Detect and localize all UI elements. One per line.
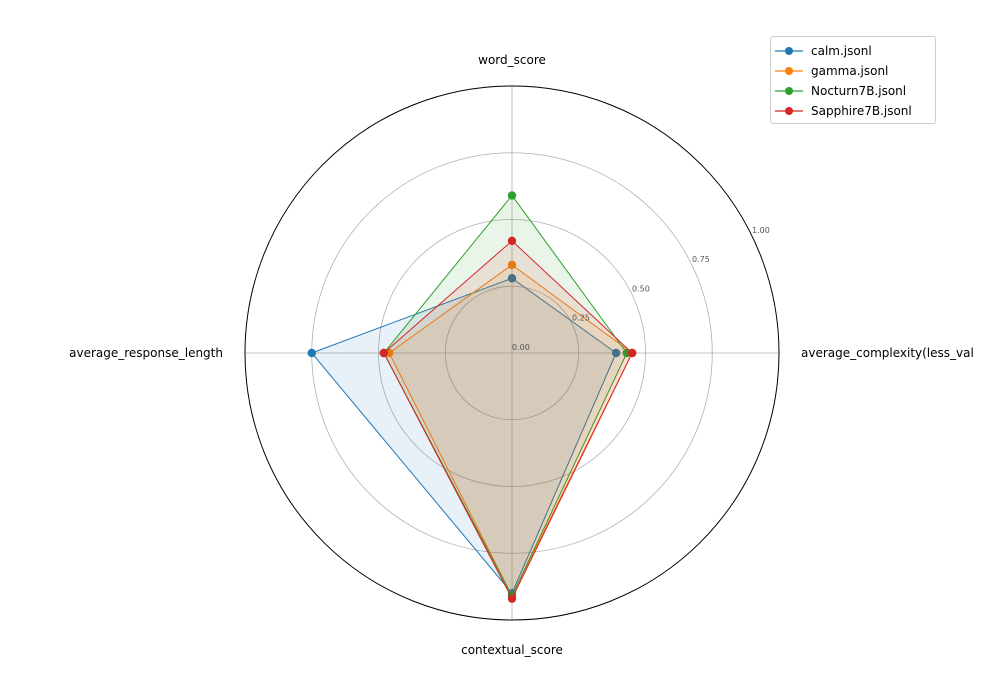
radial-tick-labels: 0.00 0.25 0.50 0.75 1.00 [512,226,770,352]
series-point-1-0 [507,260,517,270]
series-fill-2 [383,195,627,596]
series-point-3-2 [507,594,517,603]
series-fill-0 [311,278,617,594]
radial-tick-label: 1.00 [752,226,770,235]
radial-tick-label: 0.75 [692,255,710,264]
series-fill-1 [389,264,633,596]
radar-grid [244,85,780,621]
legend-label: calm.jsonl [811,44,872,58]
legend-item: Sapphire7B.jsonl [771,101,935,121]
outer-frame [244,85,780,621]
series-point-3-1 [627,348,637,358]
radial-tick-label: 0.50 [632,284,650,293]
radar-series [307,191,637,603]
legend-item: calm.jsonl [771,41,935,61]
legend-swatch-marker [785,67,793,75]
legend: calm.jsonl gamma.jsonl Nocturn7B.jsonl Sapp… [770,36,936,124]
legend-item: Nocturn7B.jsonl [771,81,935,101]
axis-label-2: contextual_score [461,643,563,657]
series-point-0-1 [611,348,621,358]
series-point-0-0 [507,274,517,283]
legend-label: Nocturn7B.jsonl [811,84,907,98]
legend-swatch-marker [785,87,793,95]
series-point-3-0 [507,236,517,246]
legend-label: Sapphire7B.jsonl [811,104,912,118]
radial-tick-label: 0.25 [572,314,590,323]
legend-item: gamma.jsonl [771,61,935,81]
axis-label-3: average_response_length [69,346,223,360]
series-fill-3 [383,240,633,599]
legend-swatch [775,87,803,95]
series-point-0-3 [307,348,316,358]
axis-label-0: word_score [478,53,546,67]
legend-swatch [775,107,803,115]
legend-swatch-marker [785,107,793,115]
series-point-3-3 [379,348,389,358]
axis-label-1: average_complexity(less_val [801,346,974,360]
radial-tick-label: 0.00 [512,343,530,352]
legend-swatch [775,67,803,75]
legend-swatch-marker [785,47,793,55]
legend-swatch [775,47,803,55]
axis-labels: word_score average_complexity(less_valcon… [69,53,974,657]
legend-label: gamma.jsonl [811,64,889,78]
series-point-2-0 [507,191,517,200]
